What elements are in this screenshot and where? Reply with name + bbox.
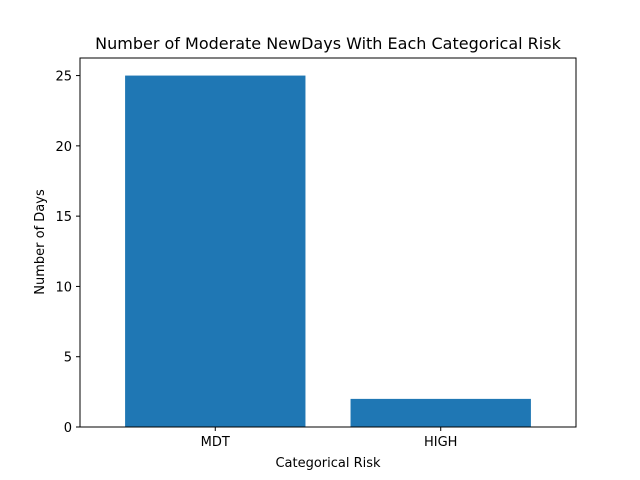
y-axis-ticks: 0 5 10 15 20 25 <box>55 70 80 436</box>
x-axis-label: Categorical Risk <box>275 456 381 471</box>
y-tick-label: 5 <box>64 351 72 366</box>
y-tick-label: 20 <box>55 140 72 155</box>
y-tick-label: 10 <box>55 280 72 295</box>
y-tick-label: 25 <box>55 70 72 85</box>
y-tick-label: 15 <box>55 210 72 225</box>
bars-group <box>125 75 531 428</box>
y-tick-label: 0 <box>64 421 72 436</box>
x-tick-label: HIGH <box>424 435 457 450</box>
bar-mdt <box>125 75 306 428</box>
x-axis-ticks: MDT HIGH <box>201 427 457 450</box>
bar-high <box>350 398 531 427</box>
chart-title: Number of Moderate NewDays With Each Cat… <box>95 34 561 53</box>
x-tick-label: MDT <box>201 435 230 450</box>
plot-frame <box>79 57 577 428</box>
y-axis-label: Number of Days <box>33 189 48 295</box>
